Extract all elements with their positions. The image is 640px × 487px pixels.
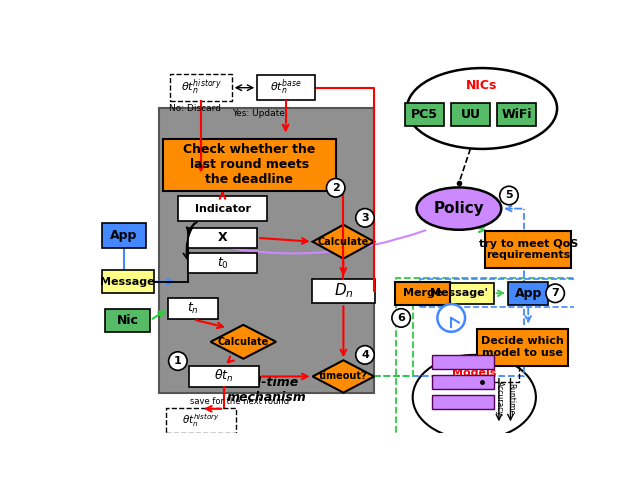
Text: NICs: NICs <box>467 79 498 92</box>
Text: save for the next round: save for the next round <box>190 396 289 406</box>
FancyBboxPatch shape <box>451 103 490 126</box>
Circle shape <box>356 208 374 227</box>
Polygon shape <box>312 225 374 259</box>
Text: Accuracy: Accuracy <box>495 381 504 416</box>
FancyBboxPatch shape <box>166 408 236 432</box>
Text: try to meet QoS
requirements: try to meet QoS requirements <box>479 239 578 260</box>
Text: PC5: PC5 <box>411 108 438 121</box>
Circle shape <box>168 352 187 370</box>
Text: $\theta t_n^{history}$: $\theta t_n^{history}$ <box>182 412 220 429</box>
Text: Nic: Nic <box>117 314 139 327</box>
FancyBboxPatch shape <box>508 282 548 305</box>
FancyBboxPatch shape <box>178 196 267 221</box>
FancyBboxPatch shape <box>395 282 451 305</box>
FancyBboxPatch shape <box>102 270 154 293</box>
Text: timeout?: timeout? <box>319 372 368 381</box>
Text: 1: 1 <box>174 356 182 366</box>
FancyBboxPatch shape <box>257 75 314 100</box>
FancyBboxPatch shape <box>432 375 493 389</box>
FancyBboxPatch shape <box>477 329 568 366</box>
FancyBboxPatch shape <box>432 355 493 369</box>
FancyBboxPatch shape <box>312 279 375 303</box>
FancyBboxPatch shape <box>170 74 232 101</box>
Text: Calculate: Calculate <box>318 237 369 247</box>
Polygon shape <box>312 360 374 393</box>
Text: $\theta t_n^{history}$: $\theta t_n^{history}$ <box>180 78 221 97</box>
Text: $D_n$: $D_n$ <box>333 281 353 300</box>
FancyBboxPatch shape <box>432 395 493 409</box>
FancyBboxPatch shape <box>188 253 257 273</box>
Ellipse shape <box>407 68 557 149</box>
Circle shape <box>356 346 374 364</box>
Text: real-time
mechanism: real-time mechanism <box>227 375 307 404</box>
Text: 7: 7 <box>551 288 559 299</box>
Text: Message: Message <box>100 277 155 287</box>
Text: Models: Models <box>452 368 497 377</box>
Text: Yes: Update: Yes: Update <box>232 110 285 118</box>
Text: $\theta t_n^{base}$: $\theta t_n^{base}$ <box>269 78 301 97</box>
Text: Runtime: Runtime <box>506 383 515 415</box>
FancyBboxPatch shape <box>102 223 147 248</box>
Text: Calculate: Calculate <box>218 337 269 347</box>
FancyBboxPatch shape <box>189 366 259 387</box>
Text: $\theta t_n$: $\theta t_n$ <box>214 368 234 385</box>
FancyBboxPatch shape <box>405 103 444 126</box>
FancyBboxPatch shape <box>106 309 150 332</box>
Text: 4: 4 <box>361 350 369 360</box>
Text: WiFi: WiFi <box>501 108 532 121</box>
Text: $t_0$: $t_0$ <box>216 256 228 271</box>
FancyBboxPatch shape <box>163 138 336 191</box>
Text: Policy: Policy <box>433 201 484 216</box>
Text: 5: 5 <box>505 190 513 201</box>
Text: X: X <box>218 231 227 244</box>
Text: 2: 2 <box>332 183 340 193</box>
Circle shape <box>546 284 564 302</box>
Text: No: Discard: No: Discard <box>169 104 221 113</box>
Ellipse shape <box>417 187 501 230</box>
Text: $t_n$: $t_n$ <box>188 301 199 316</box>
Circle shape <box>437 304 465 332</box>
Ellipse shape <box>413 355 536 440</box>
Text: App: App <box>515 287 542 300</box>
FancyBboxPatch shape <box>168 298 218 319</box>
Text: App: App <box>110 229 138 242</box>
Text: Message': Message' <box>430 288 488 299</box>
Text: Merge: Merge <box>403 288 442 299</box>
Polygon shape <box>211 325 276 359</box>
FancyBboxPatch shape <box>424 282 493 304</box>
FancyBboxPatch shape <box>485 231 572 268</box>
Circle shape <box>392 309 410 327</box>
Text: Decide which
model to use: Decide which model to use <box>481 337 564 358</box>
Text: Check whether the
last round meets
the deadline: Check whether the last round meets the d… <box>183 143 316 186</box>
Text: Indicator: Indicator <box>195 204 250 214</box>
Text: UU: UU <box>460 108 481 121</box>
Text: 6: 6 <box>397 313 405 323</box>
FancyBboxPatch shape <box>188 228 257 248</box>
Circle shape <box>500 186 518 205</box>
FancyBboxPatch shape <box>159 109 374 393</box>
Circle shape <box>326 179 345 197</box>
Text: 3: 3 <box>361 213 369 223</box>
FancyBboxPatch shape <box>497 103 536 126</box>
